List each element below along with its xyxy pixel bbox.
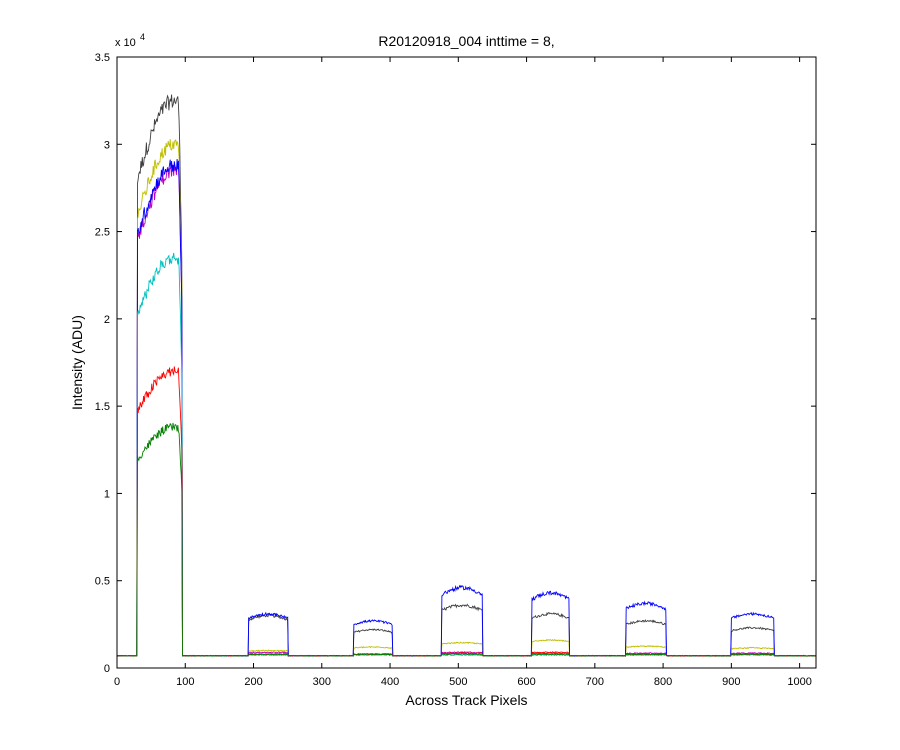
y-tick-label: 0 <box>104 663 110 675</box>
series-line-1 <box>117 139 816 657</box>
x-axis-label: Across Track Pixels <box>405 692 527 708</box>
x-tick-label: 500 <box>449 676 467 688</box>
x-tick-label: 900 <box>722 676 740 688</box>
x-tick-label: 1000 <box>787 676 811 688</box>
x-tick-label: 400 <box>381 676 399 688</box>
series-line-6 <box>116 422 817 657</box>
x-axis-ticks: 0 100 200 300 400 500 600 700 800 900 1000 <box>114 57 812 688</box>
y-exponent-superscript: 4 <box>140 32 145 42</box>
series-line-5 <box>116 366 817 657</box>
x-tick-label: 300 <box>313 676 331 688</box>
series-line-3 <box>116 158 816 657</box>
plot-lines <box>116 94 817 657</box>
y-tick-label: 2 <box>104 314 110 326</box>
y-exponent-label: x 10 <box>115 37 136 49</box>
y-tick-label: 0.5 <box>95 576 110 588</box>
series-line-4 <box>116 252 817 657</box>
plot-frame <box>116 56 817 669</box>
x-tick-label: 0 <box>114 676 120 688</box>
x-tick-label: 700 <box>586 676 604 688</box>
y-tick-label: 3 <box>104 139 110 151</box>
y-axis-label: Intensity (ADU) <box>69 315 85 410</box>
y-tick-label: 2.5 <box>95 227 110 239</box>
series-line-0 <box>116 94 817 657</box>
series-line-2 <box>116 164 817 657</box>
y-tick-label: 1 <box>104 488 110 500</box>
x-tick-label: 600 <box>517 676 535 688</box>
x-tick-label: 100 <box>176 676 194 688</box>
x-tick-label: 200 <box>244 676 262 688</box>
y-tick-label: 3.5 <box>95 52 110 64</box>
x-tick-label: 800 <box>654 676 672 688</box>
chart-title: R20120918_004 inttime = 8, <box>378 33 554 49</box>
y-tick-label: 1.5 <box>95 401 110 413</box>
y-axis-ticks: 0 0.5 1 1.5 2 2.5 3 3.5 <box>95 52 816 675</box>
